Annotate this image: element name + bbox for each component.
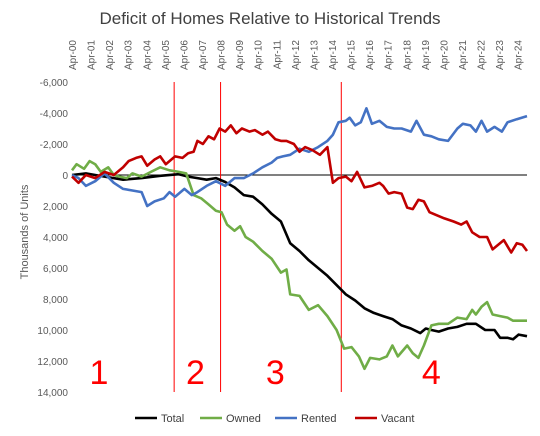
legend-label-vacant: Vacant bbox=[381, 413, 414, 425]
y-tick-label: -4,000 bbox=[40, 109, 69, 120]
x-tick-label: Apr-07 bbox=[198, 40, 209, 70]
x-tick-label: Apr-13 bbox=[309, 40, 320, 70]
y-tick-label: 8,000 bbox=[43, 295, 68, 306]
x-tick-label: Apr-12 bbox=[291, 40, 302, 70]
x-tick-label: Apr-21 bbox=[458, 40, 469, 70]
x-tick-label: Apr-17 bbox=[384, 40, 395, 70]
y-tick-label: -2,000 bbox=[40, 140, 69, 151]
phase-label-4: 4 bbox=[422, 354, 441, 392]
x-tick-label: Apr-06 bbox=[179, 40, 190, 70]
plot-area: -6,000 -4,000 -2,000 0 2,000 4,000 6,000 8,000 1… bbox=[37, 40, 529, 425]
y-axis-title: Thousands of Units bbox=[19, 184, 31, 279]
series-line-rented bbox=[71, 107, 528, 208]
series-line-owned bbox=[70, 159, 527, 371]
x-tick-label: Apr-01 bbox=[87, 40, 98, 70]
x-tick-label: Apr-23 bbox=[495, 40, 506, 70]
legend-label-owned: Owned bbox=[226, 413, 261, 425]
y-tick-label: 0 bbox=[62, 171, 68, 182]
x-tick-label: Apr-22 bbox=[477, 40, 488, 70]
x-tick-label: Apr-24 bbox=[514, 40, 525, 70]
y-tick-label: 2,000 bbox=[43, 202, 68, 213]
y-tick-label: 14,000 bbox=[37, 388, 68, 399]
y-tick-label: -6,000 bbox=[40, 78, 69, 89]
series-line-vacant bbox=[71, 124, 529, 254]
x-tick-label: Apr-05 bbox=[161, 40, 172, 70]
x-tick-label: Apr-10 bbox=[254, 40, 265, 70]
x-tick-label: Apr-09 bbox=[235, 40, 246, 70]
phase-label-3: 3 bbox=[266, 354, 285, 392]
y-tick-label: 12,000 bbox=[37, 357, 68, 368]
y-tick-label: 10,000 bbox=[37, 326, 68, 337]
chart-title: Deficit of Homes Relative to Historical … bbox=[99, 9, 440, 28]
x-tick-label: Apr-03 bbox=[124, 40, 135, 70]
legend-label-total: Total bbox=[161, 413, 184, 425]
x-tick-label: Apr-00 bbox=[68, 40, 79, 70]
x-tick-label: Apr-18 bbox=[402, 40, 413, 70]
x-tick-label: Apr-14 bbox=[328, 40, 339, 70]
x-tick-label: Apr-20 bbox=[439, 40, 450, 70]
series-line-total bbox=[71, 172, 528, 341]
phase-label-1: 1 bbox=[89, 354, 108, 392]
x-tick-label: Apr-02 bbox=[105, 40, 116, 70]
y-tick-label: 4,000 bbox=[43, 233, 68, 244]
x-tick-label: Apr-15 bbox=[347, 40, 358, 70]
phase-label-2: 2 bbox=[186, 354, 205, 392]
x-tick-label: Apr-08 bbox=[217, 40, 228, 70]
x-tick-label: Apr-04 bbox=[142, 40, 153, 70]
x-tick-label: Apr-19 bbox=[421, 40, 432, 70]
x-tick-label: Apr-11 bbox=[272, 40, 283, 70]
x-tick-label: Apr-16 bbox=[365, 40, 376, 70]
y-tick-label: 6,000 bbox=[43, 264, 68, 275]
legend-label-rented: Rented bbox=[301, 413, 336, 425]
